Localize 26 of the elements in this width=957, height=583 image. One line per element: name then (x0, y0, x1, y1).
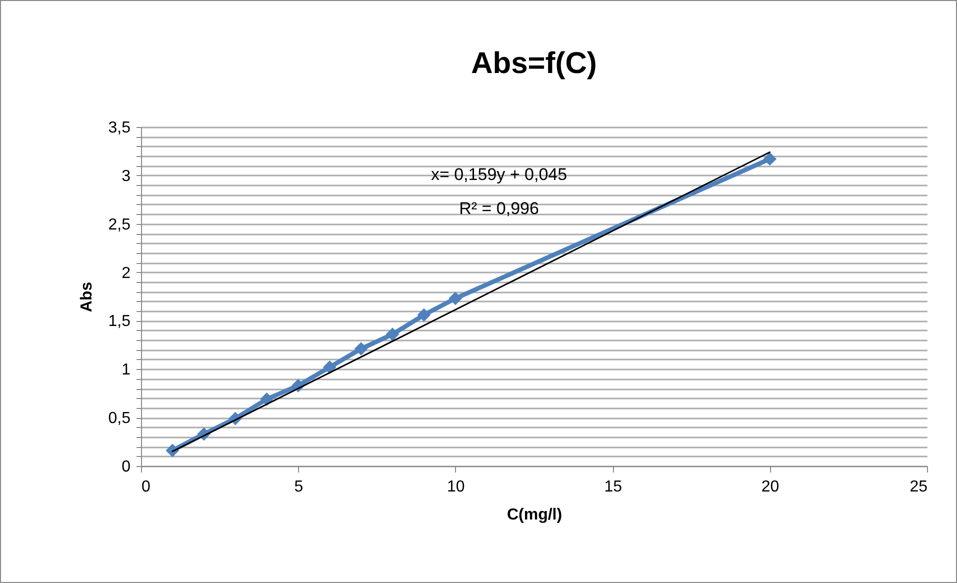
point (354, 342, 368, 356)
point (763, 152, 777, 166)
chart-title: Abs=f(C) (471, 47, 597, 80)
y-tick-label: 2 (122, 264, 131, 282)
x-tick-label: 25 (910, 478, 928, 496)
x-tick-label: 0 (142, 478, 150, 496)
annotation: R² = 0,996 (459, 199, 539, 218)
y-tick-label: 2,5 (108, 216, 131, 234)
point (448, 292, 462, 306)
annotation: x= 0,159y + 0,045 (430, 165, 568, 184)
y-tick-label: 1,5 (108, 313, 131, 330)
y-tick-label: 3 (122, 168, 131, 185)
x-tick-label: 15 (604, 478, 622, 496)
y-tick-label: 0,5 (108, 410, 131, 428)
y-tick-label: 3,5 (108, 120, 131, 136)
x-tick-label: 10 (447, 478, 465, 496)
x-axis-title: C(mg/l) (506, 506, 562, 524)
x-tick-label: 5 (294, 478, 304, 496)
y-tick-label: 1 (122, 362, 131, 379)
x-tick-label: 20 (761, 478, 780, 496)
point (417, 308, 431, 322)
point (260, 392, 274, 406)
point (322, 360, 336, 374)
y-axis-title: Abs (78, 282, 96, 312)
y-tick-label: 0 (122, 458, 131, 476)
point (386, 328, 400, 341)
